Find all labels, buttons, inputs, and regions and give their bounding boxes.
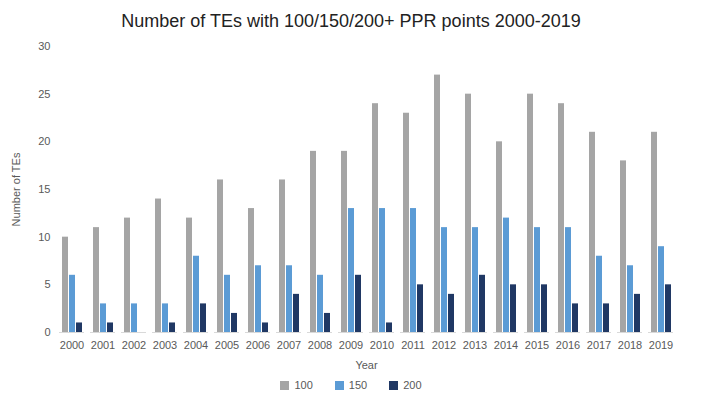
svg-text:2006: 2006: [246, 339, 270, 351]
html-text:Number of TEs with 100/150/200: Number of TEs with 100/150/200+ PPR poin…: [121, 11, 581, 31]
svg-text:30: 30: [38, 40, 50, 52]
svg-text:2018: 2018: [618, 339, 642, 351]
svg-text:2004: 2004: [184, 339, 208, 351]
svg-text:25: 25: [38, 88, 50, 100]
svg-text:15: 15: [38, 183, 50, 195]
svg-text:2010: 2010: [370, 339, 394, 351]
svg-text:2002: 2002: [122, 339, 146, 351]
svg-text:2005: 2005: [215, 339, 239, 351]
svg-text:2009: 2009: [339, 339, 363, 351]
svg-text:2017: 2017: [587, 339, 611, 351]
svg-text:2019: 2019: [649, 339, 673, 351]
svg-text:2013: 2013: [463, 339, 487, 351]
html-text:150: 150: [348, 379, 368, 391]
html-text:200: 200: [403, 379, 422, 391]
svg-text:2003: 2003: [153, 339, 177, 351]
svg-text:2008: 2008: [308, 339, 332, 351]
svg-text:5: 5: [44, 278, 50, 290]
svg-text:2016: 2016: [556, 339, 580, 351]
svg-text:2001: 2001: [91, 339, 115, 351]
svg-text:2000: 2000: [60, 339, 84, 351]
svg-text:Year: Year: [355, 359, 378, 371]
svg-text:2015: 2015: [525, 339, 549, 351]
svg-text:Number of TEs: Number of TEs: [10, 152, 22, 226]
svg-text:0: 0: [44, 326, 50, 338]
svg-text:10: 10: [38, 231, 50, 243]
svg-text:2014: 2014: [494, 339, 518, 351]
svg-text:2012: 2012: [432, 339, 456, 351]
svg-text:20: 20: [38, 135, 50, 147]
svg-text:2011: 2011: [401, 339, 425, 351]
html-text:100: 100: [294, 379, 313, 391]
svg-text:2007: 2007: [277, 339, 301, 351]
